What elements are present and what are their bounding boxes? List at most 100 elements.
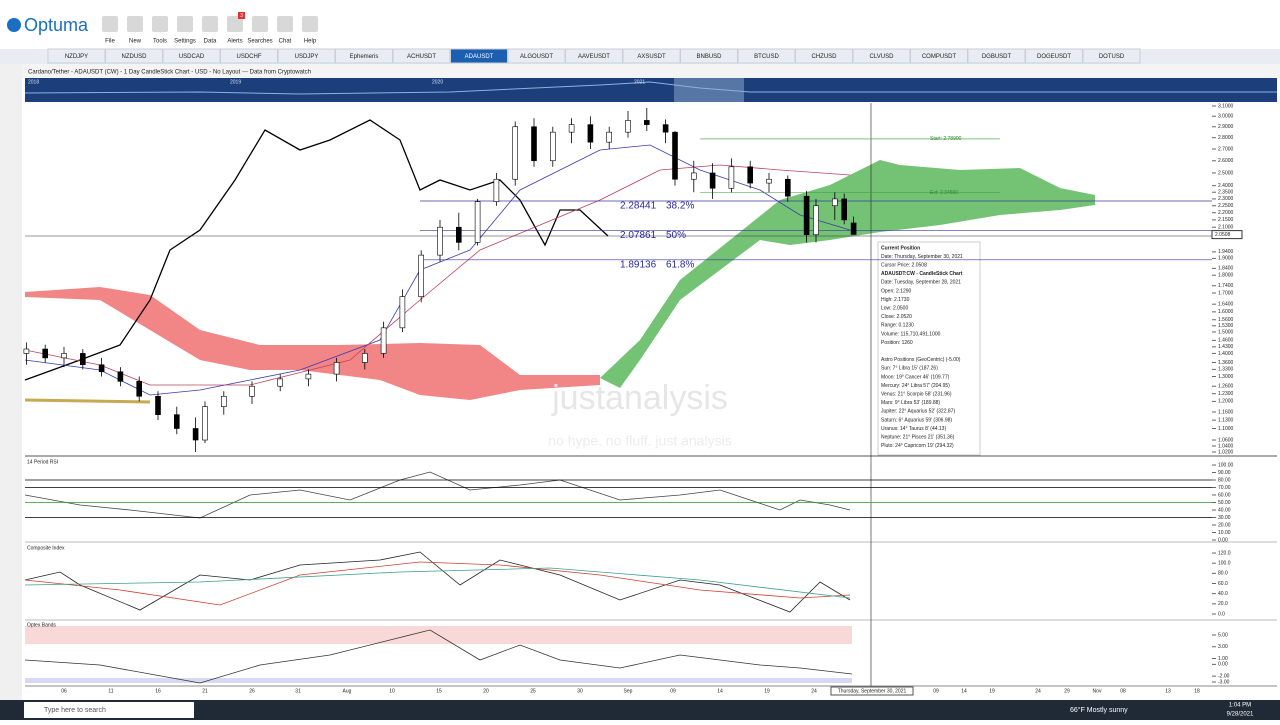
- x-tick-label: 08: [1120, 688, 1126, 694]
- taskbar: [0, 700, 1280, 720]
- tool-icon[interactable]: [177, 16, 193, 32]
- candle-body: [672, 131, 678, 180]
- info-line: Moon: 19° Cancer 46' (109.77): [881, 374, 950, 380]
- tab-label: ACHUSDT: [407, 54, 436, 60]
- candle-body: [418, 254, 425, 297]
- candle-body: [662, 124, 669, 133]
- tool-icon[interactable]: [127, 16, 143, 32]
- y-tick-label: 1.3300: [1218, 367, 1234, 373]
- tool-icon[interactable]: [302, 16, 318, 32]
- tool-icon[interactable]: [252, 16, 268, 32]
- watermark: justanalysis: [551, 379, 728, 417]
- y-tick-label: 1.1300: [1218, 417, 1234, 423]
- candle-body: [174, 414, 180, 429]
- info-line: Venus: 21° Scorpio 58' (231.96): [881, 392, 952, 398]
- tab-label: USDCHF: [237, 54, 262, 60]
- tool-icon[interactable]: [227, 16, 243, 32]
- y-tick-label: 2.1500: [1218, 217, 1234, 223]
- x-tick-label: 26: [249, 688, 255, 694]
- info-line: Pluto: 24° Capricorn 19' (294.32): [881, 443, 954, 449]
- y-tick-label: 0.00: [1218, 662, 1228, 668]
- x-tick-label: 11: [108, 688, 113, 694]
- candle-body: [766, 178, 772, 184]
- candle-body: [813, 205, 819, 236]
- tool-label: Settings: [174, 39, 196, 45]
- y-tick-label: -2.00: [1218, 673, 1230, 679]
- x-tick-label: Sep: [624, 688, 633, 694]
- y-tick-label: 1.3000: [1218, 374, 1234, 380]
- candle-body: [305, 373, 312, 380]
- x-tick-label: Nov: [1093, 688, 1102, 694]
- y-tick-label: 2.6000: [1218, 158, 1234, 164]
- tab-label: BTCUSD: [754, 54, 779, 60]
- tool-label: Alerts: [227, 39, 242, 45]
- cloud-bull: [600, 160, 1095, 388]
- y-tick-label: 120.0: [1218, 550, 1231, 556]
- y-tick-label: 20.00: [1218, 522, 1231, 528]
- candle-body: [437, 226, 443, 256]
- candle-body: [380, 327, 387, 354]
- tab[interactable]: [1082, 48, 1141, 64]
- x-tick-label: 19: [989, 688, 995, 694]
- y-tick-label: 60.00: [1218, 492, 1231, 498]
- search-text: Type here to search: [44, 707, 106, 714]
- x-tick-label: 14: [961, 688, 967, 694]
- candle-body: [747, 166, 754, 184]
- tab-label: DGBUSDT: [982, 54, 1012, 60]
- y-tick-label: 2.9000: [1218, 124, 1234, 130]
- candle-body: [784, 178, 791, 197]
- fib-price: 2.07861: [620, 230, 657, 241]
- y-tick-label: 1.0600: [1218, 437, 1234, 443]
- overview-year: 2021: [634, 79, 645, 85]
- candle-body: [606, 131, 613, 143]
- y-tick-label: 2.5000: [1218, 170, 1234, 176]
- composite-ma: [24, 561, 851, 606]
- candle-body: [202, 406, 208, 441]
- y-tick-label: 2.3500: [1218, 190, 1234, 196]
- y-tick-label: 40.0: [1218, 591, 1228, 597]
- x-tick-label: 10: [389, 688, 395, 694]
- info-line: High: 2.1730: [881, 297, 910, 303]
- y-tick-label: 1.1600: [1218, 409, 1234, 415]
- y-tick-label: 1.5000: [1218, 329, 1234, 335]
- y-tick-label: 10.00: [1218, 530, 1231, 536]
- y-tick-label: 80.0: [1218, 571, 1228, 577]
- badge: [238, 12, 245, 19]
- logo: Optuma: [24, 15, 89, 35]
- x-tick-label: 20: [483, 688, 489, 694]
- info-line: Current Position: [881, 245, 920, 251]
- tab-label: ALGOUSDT: [520, 54, 553, 60]
- fib-percent: 61.8%: [666, 259, 694, 270]
- clock: 1:04 PM: [1229, 703, 1251, 709]
- info-line: Astro Positions (GeoCentric) (-5.00): [881, 357, 961, 363]
- tab-label: USDCAD: [179, 54, 205, 60]
- panel-title: Optex Bands: [27, 622, 56, 628]
- tool-icon[interactable]: [277, 16, 293, 32]
- tool-icon[interactable]: [152, 16, 168, 32]
- info-line: Jupiter: 22° Aquarius 52' (322.87): [881, 409, 955, 415]
- candle-body: [549, 131, 556, 162]
- candle-body: [399, 296, 406, 329]
- tool-icon[interactable]: [102, 16, 118, 32]
- left-toolbar: [0, 64, 22, 700]
- panel-title: 14 Period RSI: [27, 459, 58, 465]
- y-tick-label: 100.00: [1218, 462, 1234, 468]
- composite-ma2: [24, 567, 851, 599]
- candle-body: [709, 172, 716, 189]
- search-box[interactable]: [24, 702, 194, 718]
- y-tick-label: 1.8000: [1218, 273, 1234, 279]
- optex-line: [24, 629, 853, 684]
- x-tick-label: 25: [530, 688, 536, 694]
- y-tick-label: 3.1000: [1218, 103, 1234, 109]
- info-line: ADAUSDT:CW - CandleStick Chart: [881, 271, 963, 277]
- level-label: Start: 2.78900: [930, 136, 962, 142]
- info-line: Mercury: 24° Libra 57' (204.95): [881, 383, 950, 389]
- tool-icon[interactable]: [202, 16, 218, 32]
- tab-label: AAVEUSDT: [578, 54, 610, 60]
- tab-label: DOTUSD: [1099, 54, 1125, 60]
- info-line: Open: 2.1290: [881, 288, 912, 294]
- y-tick-label: 1.7400: [1218, 283, 1234, 289]
- x-tick-label: 24: [811, 688, 817, 694]
- y-tick-label: 20.0: [1218, 601, 1228, 607]
